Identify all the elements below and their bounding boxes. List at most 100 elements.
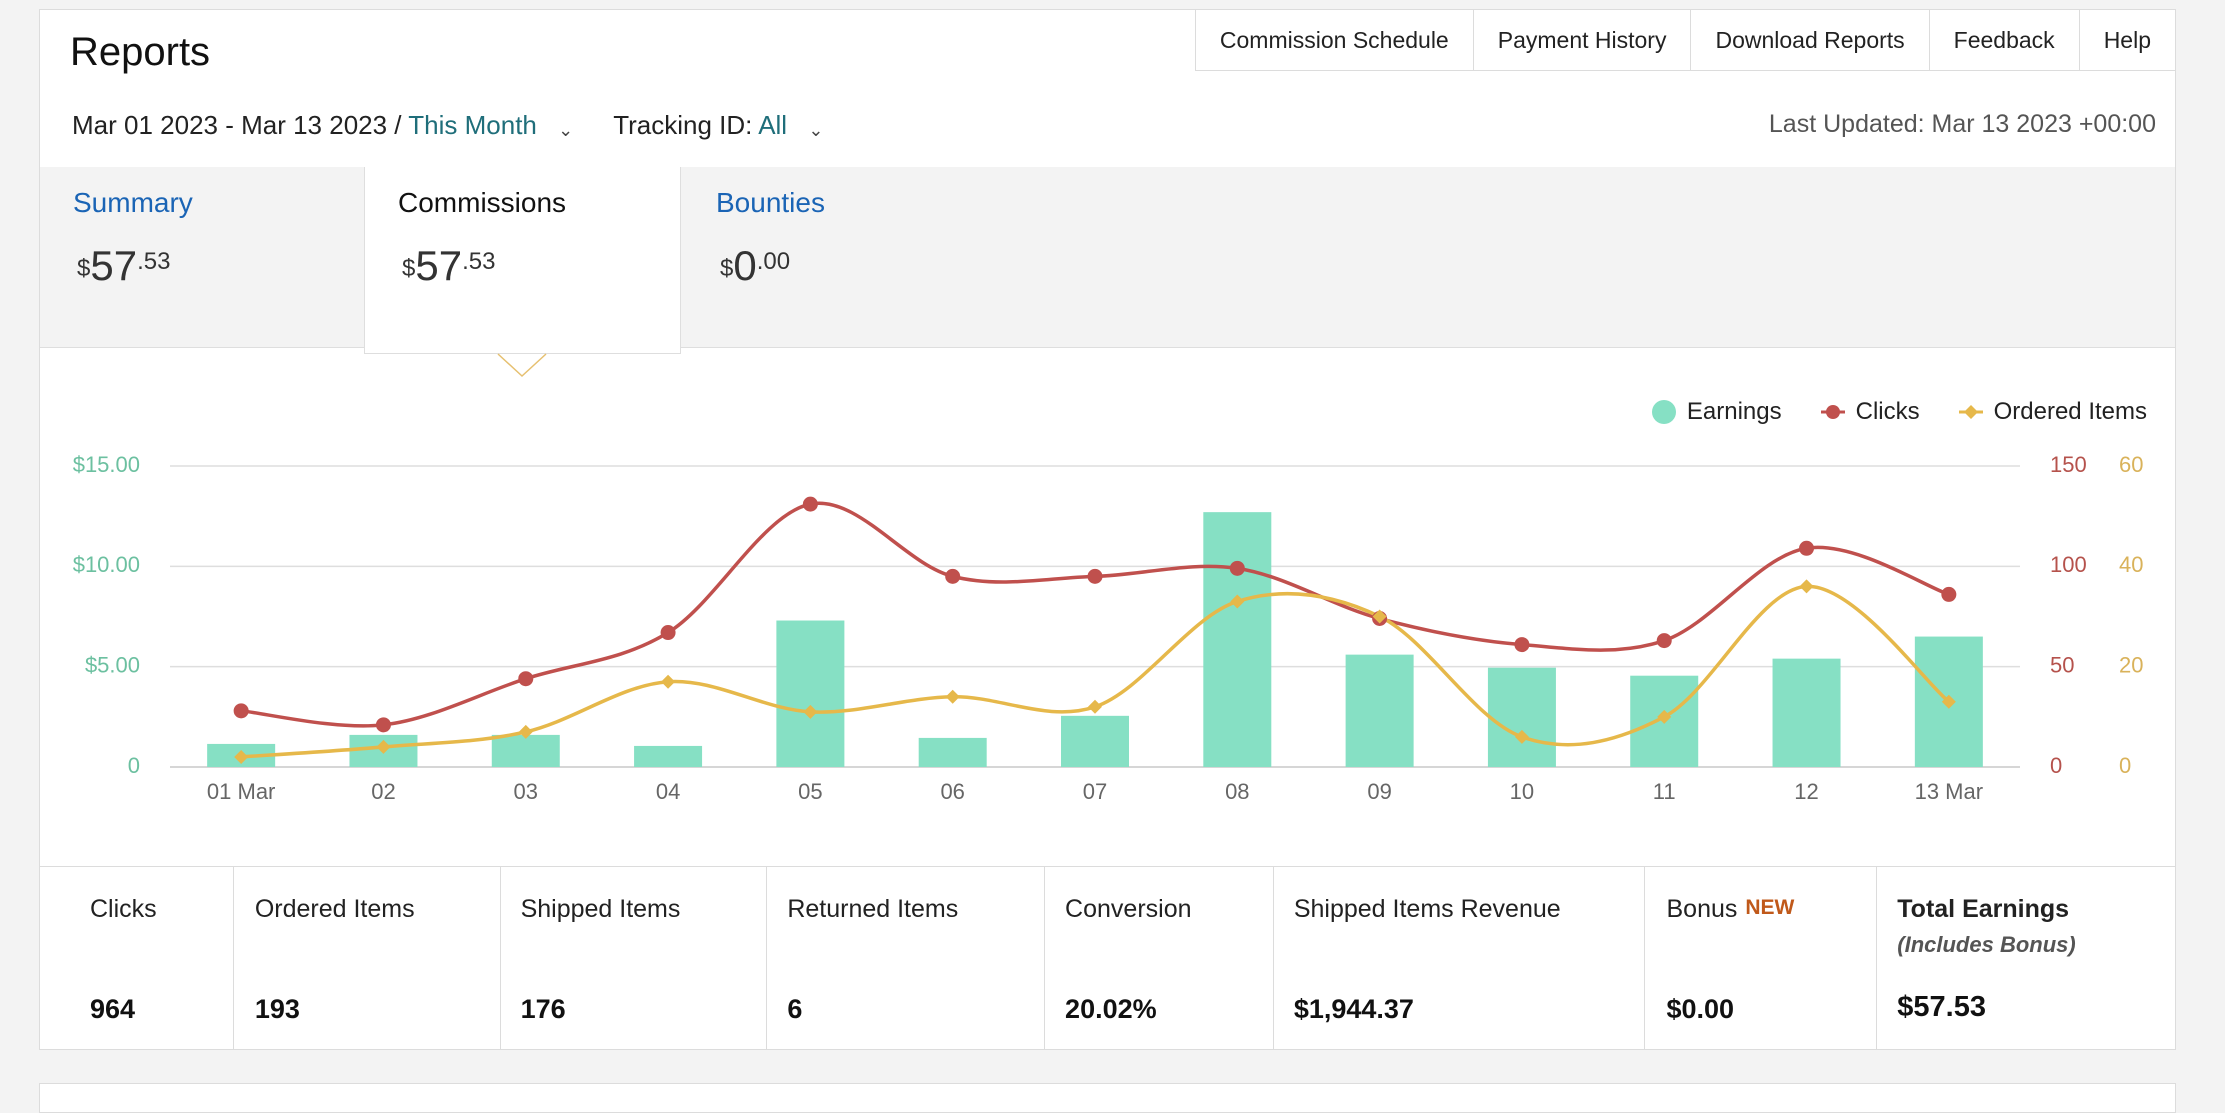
metric-returned-label: Returned Items — [787, 895, 959, 923]
ordered-items-point — [518, 724, 533, 739]
tab-commissions[interactable]: Commissions $57.53 — [364, 167, 681, 354]
metric-total-label: Total Earnings — [1897, 895, 2070, 923]
nav-feedback[interactable]: Feedback — [1928, 9, 2079, 71]
ordered-items-point — [1941, 694, 1956, 709]
earnings-bar — [1487, 667, 1556, 767]
tracking-id-selector[interactable]: Tracking ID: All ⌄ — [613, 110, 863, 141]
metric-conversion-value: 20.02% — [1065, 994, 1157, 1024]
metric-ordered-value: 193 — [254, 994, 300, 1024]
y-right-items-tick-label: 60 — [2119, 452, 2143, 477]
tab-commissions-label: Commissions — [398, 187, 567, 218]
earnings-bar — [776, 620, 845, 767]
y-left-tick-label: $15.00 — [73, 452, 140, 477]
x-tick-label: 03 — [514, 779, 538, 804]
metric-revenue-label: Shipped Items Revenue — [1293, 895, 1561, 923]
clicks-point — [1229, 560, 1245, 576]
x-tick-label: 09 — [1367, 779, 1391, 804]
nav-commission-schedule[interactable]: Commission Schedule — [1194, 9, 1473, 71]
ordered-items-point — [1372, 609, 1387, 624]
clicks-point — [375, 717, 391, 733]
period-value: This Month — [408, 110, 537, 140]
clicks-point — [1087, 568, 1103, 584]
x-tick-label: 11 — [1653, 779, 1676, 804]
legend-earnings-label: Earnings — [1686, 398, 1782, 425]
top-nav: Commission Schedule Payment History Down… — [1194, 9, 2176, 71]
tab-summary-label: Summary — [73, 187, 193, 218]
chevron-down-icon: ⌄ — [808, 120, 824, 140]
next-section-panel — [39, 1083, 2176, 1113]
legend-clicks[interactable]: Clicks — [1820, 398, 1920, 426]
date-range-selector[interactable]: Mar 01 2023 - Mar 13 2023 / This Month ⌄ — [72, 110, 613, 141]
ordered-items-point — [661, 674, 676, 689]
metric-total-earnings: Total Earnings (Includes Bonus) $57.53 — [1877, 867, 2175, 1049]
clicks-point — [1941, 586, 1957, 602]
tab-summary[interactable]: Summary $57.53 — [40, 167, 364, 347]
metric-total-note: (Includes Bonus) — [1897, 932, 2076, 957]
earnings-bar — [634, 745, 703, 767]
ordered-items-point — [803, 704, 818, 719]
earnings-bar — [1061, 715, 1129, 767]
active-tab-pointer-icon — [497, 353, 547, 378]
x-tick-label: 05 — [798, 779, 822, 804]
y-right-clicks-tick-label: 50 — [2050, 652, 2074, 677]
legend-clicks-swatch-icon — [1820, 405, 1845, 419]
metric-shipped-items: Shipped Items 176 — [501, 867, 768, 1049]
chevron-down-icon: ⌄ — [558, 120, 574, 140]
tab-summary-amount: $57.53 — [77, 242, 171, 289]
clicks-point — [1514, 637, 1530, 653]
tracking-id-value: All — [758, 110, 788, 140]
x-tick-label: 07 — [1083, 779, 1107, 804]
earnings-bar — [1772, 658, 1841, 767]
metric-bonus-label: Bonus — [1666, 895, 1738, 923]
metric-conversion-label: Conversion — [1065, 895, 1192, 923]
x-tick-label: 04 — [656, 779, 680, 804]
metric-bonus-value: $0.00 — [1666, 994, 1735, 1024]
nav-download-reports[interactable]: Download Reports — [1690, 9, 1929, 71]
y-left-tick-label: $10.00 — [73, 552, 140, 577]
earnings-bar — [1203, 512, 1272, 767]
ordered-items-point — [1657, 709, 1672, 724]
clicks-point — [1656, 633, 1672, 649]
clicks-point — [518, 671, 534, 687]
tab-bounties[interactable]: Bounties $0.00 — [683, 167, 1007, 347]
nav-payment-history[interactable]: Payment History — [1472, 9, 1691, 71]
x-tick-label: 02 — [371, 779, 395, 804]
ordered-items-point — [1088, 699, 1102, 714]
metric-conversion: Conversion 20.02% — [1045, 867, 1274, 1049]
y-right-clicks-tick-label: 150 — [2050, 452, 2087, 477]
ordered-items-point — [1230, 594, 1245, 609]
legend-earnings[interactable]: Earnings — [1651, 398, 1782, 426]
ordered-items-line — [241, 584, 1950, 759]
ordered-items-point — [945, 689, 960, 704]
x-tick-label: 01 Mar — [207, 779, 275, 804]
new-badge: NEW — [1745, 896, 1795, 919]
clicks-point — [1799, 540, 1815, 556]
legend-clicks-label: Clicks — [1855, 398, 1920, 425]
earnings-bar — [918, 737, 987, 767]
y-right-items-tick-label: 0 — [2119, 753, 2131, 778]
tab-bounties-amount: $0.00 — [720, 242, 791, 289]
metric-revenue-value: $1,944.37 — [1293, 994, 1414, 1024]
y-left-tick-label: 0 — [128, 753, 140, 778]
metric-shipped-value: 176 — [520, 994, 566, 1024]
earnings-bar — [491, 734, 560, 767]
x-tick-label: 06 — [940, 779, 964, 804]
clicks-point — [945, 568, 961, 584]
metric-shipped-revenue: Shipped Items Revenue $1,944.37 — [1274, 867, 1646, 1049]
tab-commissions-amount: $57.53 — [402, 242, 496, 289]
metric-ordered-items: Ordered Items 193 — [234, 867, 501, 1049]
ordered-items-point — [234, 749, 249, 764]
metric-ordered-label: Ordered Items — [254, 895, 415, 923]
ordered-items-point — [1799, 579, 1814, 594]
metric-bonus: Bonus NEW $0.00 — [1645, 867, 1878, 1049]
page-title: Reports — [70, 30, 211, 74]
chart-legend[interactable]: Earnings Clicks Ordered Items — [1613, 398, 2147, 426]
clicks-point — [802, 496, 818, 512]
nav-help[interactable]: Help — [2078, 9, 2176, 71]
tab-bounties-label: Bounties — [716, 187, 825, 218]
legend-earnings-swatch-icon — [1651, 400, 1676, 424]
legend-ordered-items[interactable]: Ordered Items — [1958, 398, 2147, 426]
x-tick-label: 13 Mar — [1915, 779, 1983, 804]
y-right-clicks-tick-label: 100 — [2050, 552, 2087, 577]
